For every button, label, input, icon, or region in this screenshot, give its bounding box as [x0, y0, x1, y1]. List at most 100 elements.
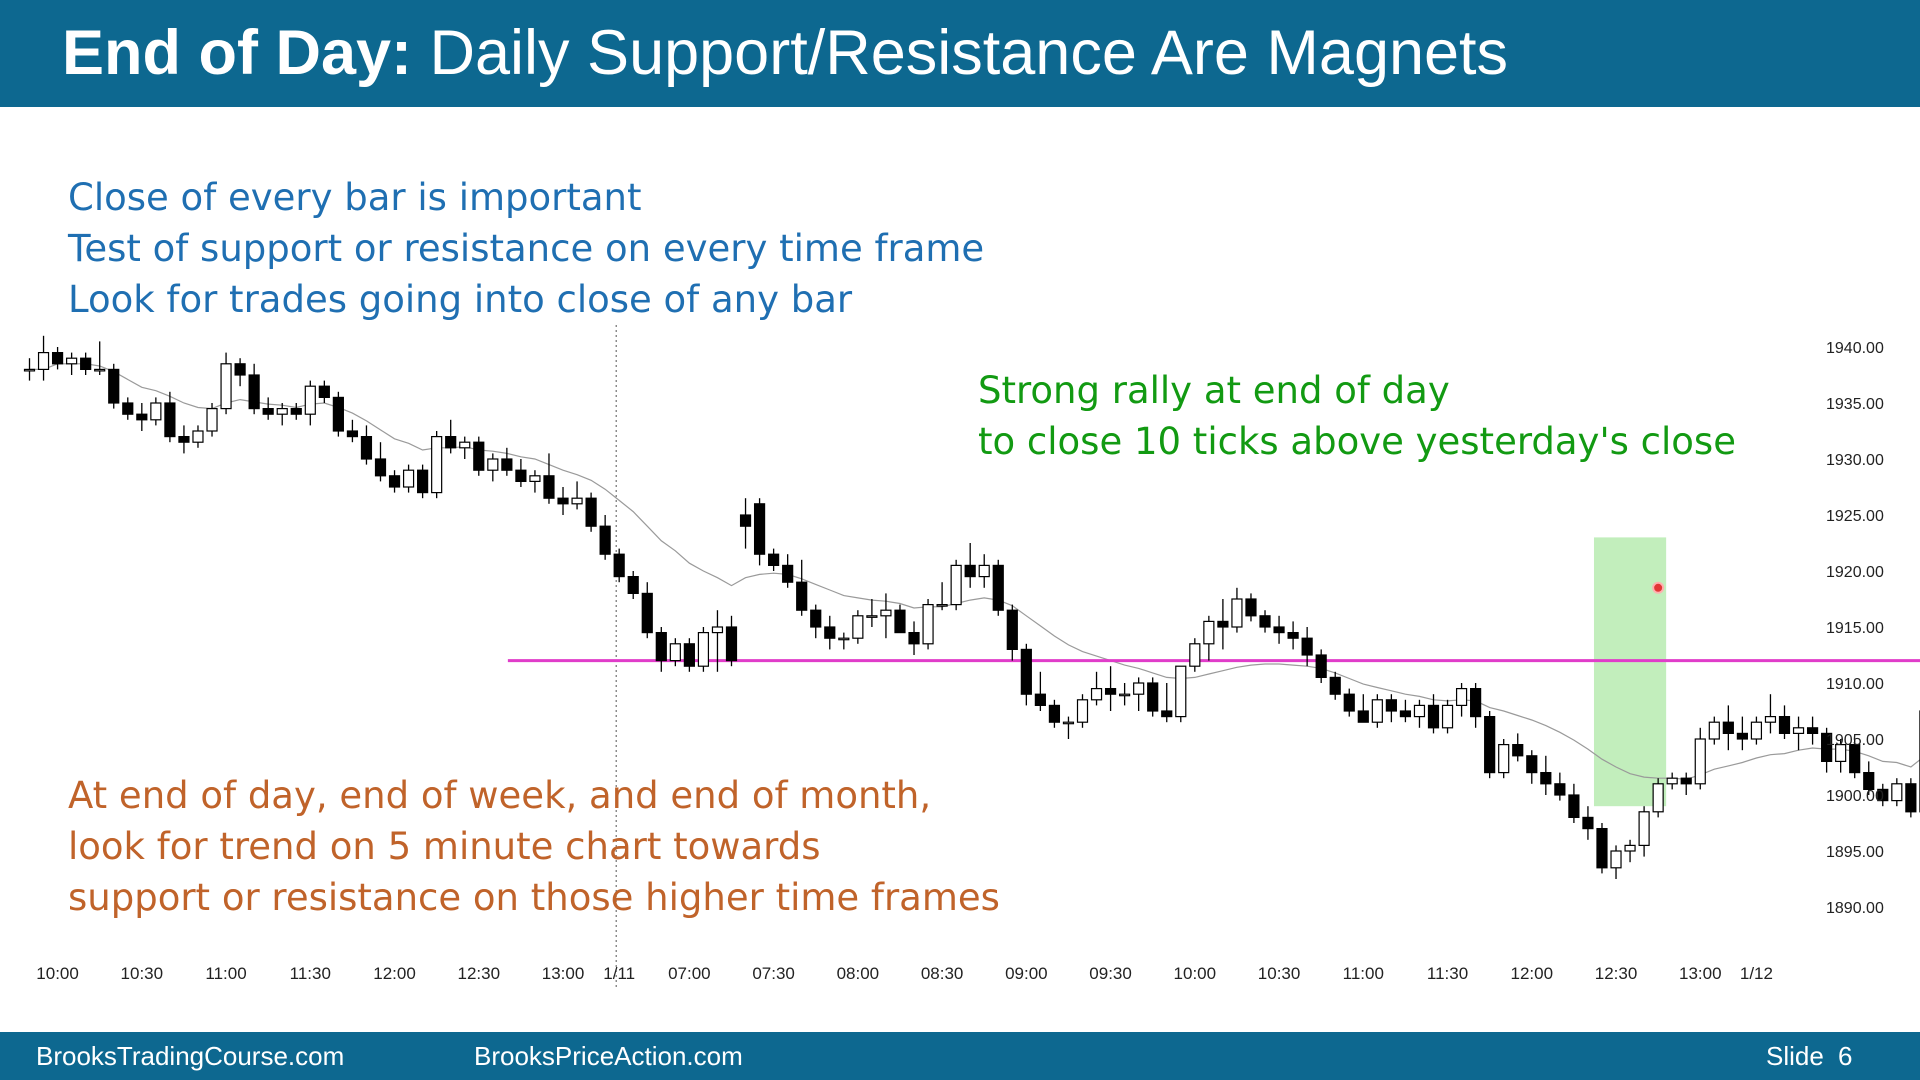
candle-body — [936, 604, 948, 607]
slide-title: End of Day: Daily Support/Resistance Are… — [62, 14, 1508, 92]
candle-body — [1104, 687, 1117, 695]
candle-body — [23, 368, 36, 372]
y-tick-label: 1910.00 — [1826, 676, 1884, 693]
candle-body — [1680, 777, 1692, 785]
candle-body — [1189, 643, 1201, 667]
note-right-1: Strong rally at end of day — [978, 369, 1450, 412]
candle-body — [641, 592, 653, 634]
candle-body — [978, 564, 990, 578]
candle-body — [515, 469, 527, 483]
candle-body — [1119, 693, 1131, 697]
candle-body — [585, 497, 597, 527]
slide-title-rest: Daily Support/Resistance Are Magnets — [412, 18, 1509, 88]
candle-body — [768, 553, 780, 567]
candle-body — [1076, 699, 1089, 723]
candle-body — [1048, 704, 1061, 723]
candle-body — [571, 497, 583, 505]
candle-body — [276, 408, 288, 415]
x-tick-label: 13:00 — [542, 964, 585, 983]
candle-body — [824, 626, 836, 639]
x-tick-label: 1/11 — [603, 964, 635, 983]
candle-body — [1301, 637, 1313, 656]
candle-body — [1231, 598, 1243, 628]
candle-body — [136, 413, 148, 421]
candle-body — [220, 363, 232, 410]
note-bottom-1: At end of day, end of week, and end of m… — [68, 774, 932, 817]
candle-body — [1006, 609, 1018, 651]
candle-body — [290, 408, 302, 415]
candle-body — [1666, 777, 1678, 785]
candle-body — [1147, 682, 1159, 712]
candle-body — [1399, 710, 1412, 718]
x-tick-label: 08:30 — [921, 964, 964, 983]
x-tick-label: 11:00 — [205, 964, 246, 983]
candle-body — [1778, 715, 1791, 734]
candle-body — [1638, 811, 1650, 846]
note-bottom-2: look for trend on 5 minute chart towards — [68, 825, 821, 868]
x-tick-label: 08:00 — [837, 964, 880, 983]
candle-body — [80, 357, 92, 370]
candle-body — [234, 363, 246, 376]
candle-body — [1624, 844, 1636, 852]
candle-body — [711, 626, 724, 634]
candle-body — [782, 564, 794, 583]
candle-body — [1175, 665, 1187, 718]
y-tick-label: 1920.00 — [1826, 564, 1884, 581]
x-tick-label: 13:00 — [1679, 964, 1722, 983]
candle-body — [1385, 699, 1397, 712]
candle-body — [192, 430, 204, 443]
title-bar: End of Day: Daily Support/Resistance Are… — [0, 0, 1920, 107]
candle-body — [1357, 710, 1369, 723]
candle-body — [1217, 620, 1229, 628]
candle-body — [1273, 626, 1285, 634]
y-tick-label: 1890.00 — [1826, 900, 1884, 917]
candlestick-chart: 1940.00 1935.00 1930.00 1925.00 1920.00 1915.… — [23, 325, 1920, 987]
candle-body — [318, 385, 330, 399]
candle-body — [1371, 699, 1383, 723]
note-top-1: Close of every bar is important — [68, 176, 642, 219]
moving-average-line — [29, 363, 1920, 780]
candle-body — [1835, 743, 1847, 762]
candle-body — [964, 564, 976, 578]
candle-body — [37, 352, 50, 371]
candle-body — [122, 402, 134, 415]
candle-body — [557, 497, 569, 505]
x-tick-label: 11:30 — [290, 964, 331, 983]
candle-body — [1694, 738, 1706, 785]
candle-body — [922, 604, 934, 645]
candle-body — [417, 469, 429, 494]
candle-body — [1891, 783, 1903, 802]
candle-body — [388, 475, 401, 488]
candle-body — [1245, 598, 1257, 617]
candle-body — [1441, 704, 1454, 729]
note-right-2: to close 10 ticks above yesterday's clos… — [978, 420, 1736, 463]
candle-body — [459, 441, 471, 449]
candle-body — [1821, 732, 1833, 763]
candle-body — [1512, 743, 1524, 757]
footer-left-link[interactable]: BrooksTradingCourse.com — [36, 1041, 345, 1071]
candle-body — [1343, 693, 1355, 712]
candle-body — [1792, 727, 1805, 734]
candle-body — [669, 643, 681, 662]
candle-body — [402, 469, 415, 488]
y-tick-label: 1930.00 — [1826, 452, 1884, 469]
candle-body — [655, 631, 667, 662]
candle-body — [332, 396, 344, 432]
candle-body — [1427, 704, 1440, 729]
candle-body — [627, 576, 639, 595]
footer-mid-link[interactable]: BrooksPriceAction.com — [474, 1041, 743, 1071]
candle-body — [1161, 710, 1173, 718]
x-tick-label: 1/12 — [1740, 964, 1773, 983]
candle-body — [1582, 816, 1594, 830]
candle-body — [1877, 788, 1889, 802]
candle-body — [739, 514, 752, 527]
y-tick-label: 1940.00 — [1826, 340, 1884, 357]
candle-body — [1708, 721, 1720, 740]
candle-body — [66, 357, 78, 365]
x-tick-label: 12:30 — [1595, 964, 1638, 983]
slide-title-bold: End of Day: — [62, 18, 413, 88]
x-tick-label: 07:00 — [668, 964, 711, 983]
candle-body — [1722, 721, 1734, 735]
candle-body — [1020, 648, 1032, 695]
x-tick-label: 10:00 — [36, 964, 79, 983]
